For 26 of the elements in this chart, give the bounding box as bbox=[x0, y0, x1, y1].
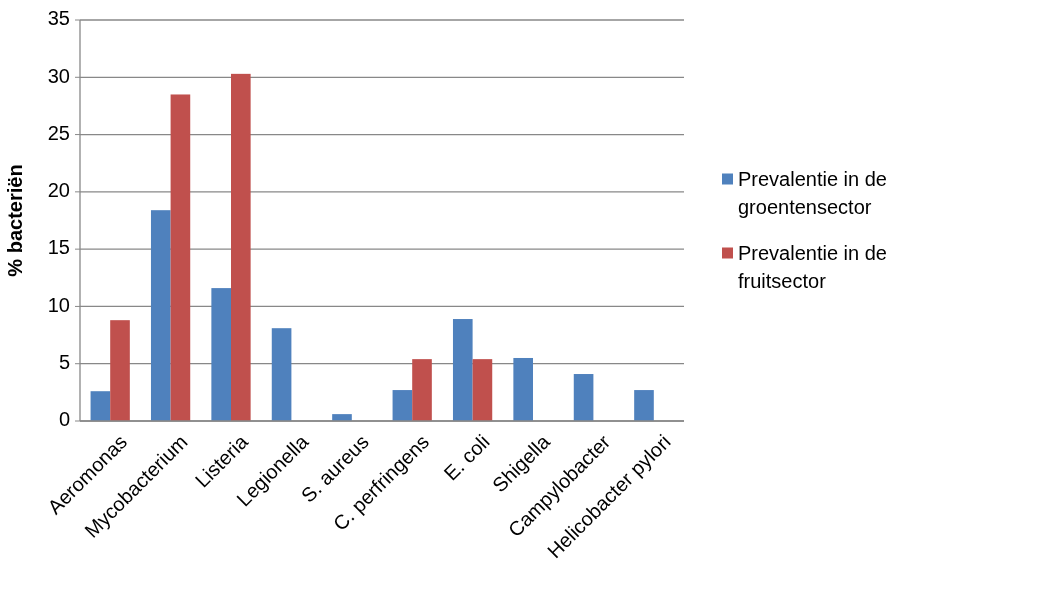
y-tick-label: 10 bbox=[47, 293, 70, 316]
legend-label: Prevalentie in de fruitsector bbox=[738, 241, 887, 292]
x-tick-label: E. coli bbox=[439, 430, 494, 485]
y-tick-label: 25 bbox=[47, 121, 70, 144]
bar bbox=[452, 319, 473, 421]
bar bbox=[211, 288, 231, 421]
y-tick-label: 30 bbox=[47, 64, 70, 87]
bar bbox=[634, 390, 654, 421]
y-tick-label: 5 bbox=[58, 351, 70, 373]
bar bbox=[90, 391, 111, 421]
bar bbox=[150, 210, 171, 421]
bar bbox=[110, 320, 130, 421]
y-tick-label: 0 bbox=[58, 408, 70, 431]
bar bbox=[392, 390, 413, 421]
bar bbox=[231, 73, 251, 421]
y-tick-label: 15 bbox=[47, 236, 70, 259]
bar bbox=[170, 94, 191, 421]
bar bbox=[472, 359, 493, 421]
legend-label: Prevalentie in de groentensector bbox=[738, 167, 887, 218]
bar bbox=[513, 357, 533, 421]
bar bbox=[412, 359, 432, 421]
y-tick-label: 35 bbox=[47, 7, 70, 30]
y-tick-label: 20 bbox=[47, 179, 70, 202]
bar bbox=[573, 374, 594, 421]
y-axis-title: % bacteriën bbox=[4, 164, 26, 277]
bar bbox=[271, 328, 292, 421]
